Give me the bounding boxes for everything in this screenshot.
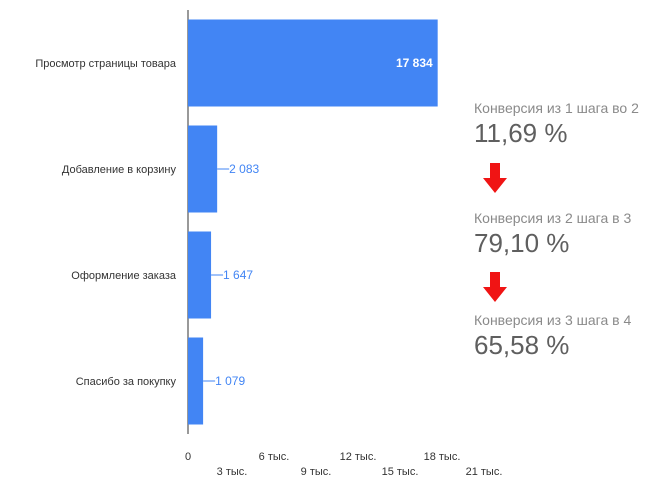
- bar-2: [188, 231, 212, 319]
- conversion-label: Конверсия из 1 шага во 2: [474, 100, 639, 116]
- arrow-down-icon: [483, 163, 507, 193]
- conversion-step-2-3: Конверсия из 2 шага в 3 79,10 %: [474, 210, 631, 259]
- conversion-step-1-2: Конверсия из 1 шага во 2 11,69 %: [474, 100, 639, 149]
- conversion-value: 65,58 %: [474, 330, 570, 360]
- bar-0: [188, 19, 438, 107]
- x-tick-label: 3 тыс.: [217, 466, 248, 478]
- arrow-down-icon: [483, 272, 507, 302]
- x-tick-label: 21 тыс.: [466, 466, 503, 478]
- x-tick-label: 18 тыс.: [424, 451, 461, 463]
- x-tick-label: 12 тыс.: [340, 451, 377, 463]
- conversion-value: 11,69 %: [474, 118, 568, 148]
- bar-3: [188, 337, 204, 425]
- x-tick-label: 9 тыс.: [301, 466, 332, 478]
- conversion-label: Конверсия из 2 шага в 3: [474, 210, 632, 226]
- data-label: 2 083: [229, 162, 259, 176]
- conversion-step-3-4: Конверсия из 3 шага в 4 65,58 %: [474, 312, 631, 361]
- x-tick-label: 15 тыс.: [382, 466, 419, 478]
- data-label: 1 647: [223, 268, 253, 282]
- data-label: 1 079: [215, 374, 245, 388]
- conversion-label: Конверсия из 3 шага в 4: [474, 312, 632, 328]
- category-label: Спасибо за покупку: [76, 376, 177, 388]
- data-label: 17 834: [396, 56, 433, 70]
- bar-1: [188, 125, 218, 213]
- conversion-value: 79,10 %: [474, 228, 570, 258]
- category-label: Просмотр страницы товара: [35, 58, 177, 70]
- x-tick-label: 0: [185, 451, 191, 463]
- category-label: Оформление заказа: [71, 270, 177, 282]
- category-label: Добавление в корзину: [62, 164, 177, 176]
- x-tick-label: 6 тыс.: [259, 451, 290, 463]
